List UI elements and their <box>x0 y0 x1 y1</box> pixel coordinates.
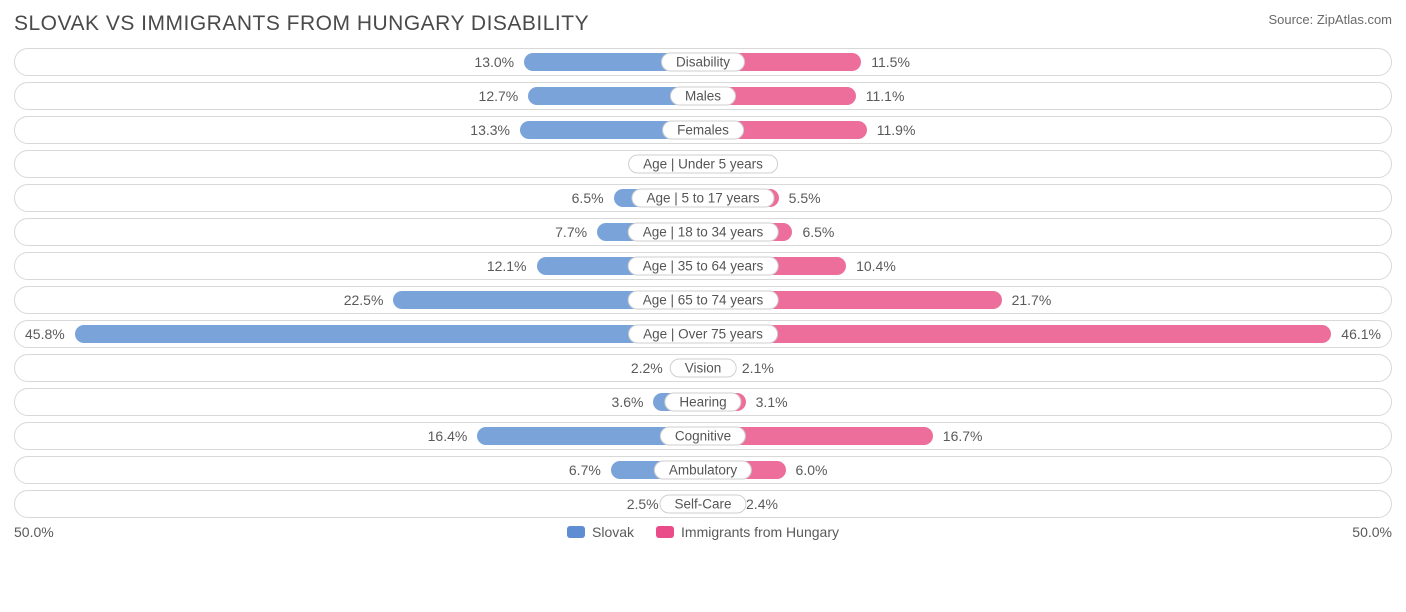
left-value-label: 6.5% <box>562 190 614 206</box>
left-value-label: 12.1% <box>477 258 537 274</box>
row-category-pill: Age | 18 to 34 years <box>628 223 779 242</box>
chart-row: 13.0% 11.5% Disability <box>14 48 1392 76</box>
row-category-pill: Age | 65 to 74 years <box>628 291 779 310</box>
left-value-label: 12.7% <box>469 88 529 104</box>
right-value-label: 6.5% <box>792 224 844 240</box>
row-category-pill: Disability <box>661 53 745 72</box>
axis-right-label: 50.0% <box>1352 524 1392 540</box>
left-value-label: 6.7% <box>559 462 611 478</box>
row-right-half: 21.7% <box>703 287 1391 313</box>
right-value-label: 3.1% <box>746 394 798 410</box>
row-category-pill: Age | 35 to 64 years <box>628 257 779 276</box>
row-left-half: 6.7% <box>15 457 703 483</box>
chart-title: SLOVAK VS IMMIGRANTS FROM HUNGARY DISABI… <box>14 12 589 36</box>
row-category-pill: Age | Over 75 years <box>628 325 778 344</box>
chart-row: 12.1% 10.4% Age | 35 to 64 years <box>14 252 1392 280</box>
row-category-pill: Males <box>670 87 736 106</box>
row-right-half: 16.7% <box>703 423 1391 449</box>
left-value-label: 13.0% <box>464 54 524 70</box>
row-left-half: 2.2% <box>15 355 703 381</box>
right-value-label: 6.0% <box>786 462 838 478</box>
chart-footer: 50.0% Slovak Immigrants from Hungary 50.… <box>14 524 1392 540</box>
row-right-half: 3.1% <box>703 389 1391 415</box>
row-category-pill: Cognitive <box>660 427 746 446</box>
legend-item-right: Immigrants from Hungary <box>656 524 839 540</box>
chart-row: 1.7%1.4%Age | Under 5 years <box>14 150 1392 178</box>
chart-row: 12.7% 11.1% Males <box>14 82 1392 110</box>
chart-row: 3.6% 3.1% Hearing <box>14 388 1392 416</box>
row-left-half: 16.4% <box>15 423 703 449</box>
row-left-half: 13.3% <box>15 117 703 143</box>
chart-row: 16.4% 16.7% Cognitive <box>14 422 1392 450</box>
right-value-label: 2.1% <box>732 360 784 376</box>
chart-row: 45.8% 46.1% Age | Over 75 years <box>14 320 1392 348</box>
legend-swatch-left <box>567 526 585 538</box>
row-right-half: 1.4% <box>703 151 1391 177</box>
row-right-half: 10.4% <box>703 253 1391 279</box>
chart-row: 6.7% 6.0% Ambulatory <box>14 456 1392 484</box>
axis-left-label: 50.0% <box>14 524 54 540</box>
row-right-half: 11.1% <box>703 83 1391 109</box>
row-right-half: 6.5% <box>703 219 1391 245</box>
row-left-half: 7.7% <box>15 219 703 245</box>
row-category-pill: Self-Care <box>659 495 746 514</box>
left-bar <box>75 325 703 343</box>
row-category-pill: Age | Under 5 years <box>628 155 778 174</box>
header: SLOVAK VS IMMIGRANTS FROM HUNGARY DISABI… <box>14 12 1392 36</box>
right-value-label: 16.7% <box>933 428 993 444</box>
left-value-label: 22.5% <box>334 292 394 308</box>
row-right-half: 11.5% <box>703 49 1391 75</box>
diverging-bar-chart: 13.0% 11.5% Disability 12.7% 11.1% Males 13.3%… <box>14 48 1392 518</box>
left-value-label: 2.2% <box>621 360 673 376</box>
chart-row: 13.3% 11.9% Females <box>14 116 1392 144</box>
row-left-half: 6.5% <box>15 185 703 211</box>
row-right-half: 6.0% <box>703 457 1391 483</box>
row-category-pill: Females <box>662 121 744 140</box>
legend: Slovak Immigrants from Hungary <box>54 524 1353 540</box>
right-value-label: 21.7% <box>1002 292 1062 308</box>
row-right-half: 11.9% <box>703 117 1391 143</box>
right-value-label: 11.1% <box>856 88 915 104</box>
row-category-pill: Age | 5 to 17 years <box>631 189 774 208</box>
row-left-half: 2.5% <box>15 491 703 517</box>
left-value-label: 16.4% <box>418 428 478 444</box>
row-category-pill: Ambulatory <box>654 461 752 480</box>
row-right-half: 2.1% <box>703 355 1391 381</box>
right-value-label: 46.1% <box>1331 326 1391 342</box>
left-value-label: 13.3% <box>460 122 520 138</box>
row-right-half: 2.4% <box>703 491 1391 517</box>
source-label: Source: ZipAtlas.com <box>1268 12 1392 27</box>
row-right-half: 5.5% <box>703 185 1391 211</box>
left-value-label: 45.8% <box>15 326 75 342</box>
right-value-label: 11.5% <box>861 54 920 70</box>
row-category-pill: Vision <box>670 359 737 378</box>
right-value-label: 11.9% <box>867 122 926 138</box>
left-value-label: 7.7% <box>545 224 597 240</box>
row-left-half: 45.8% <box>15 321 703 347</box>
row-right-half: 46.1% <box>703 321 1391 347</box>
row-left-half: 1.7% <box>15 151 703 177</box>
row-left-half: 12.1% <box>15 253 703 279</box>
left-value-label: 3.6% <box>602 394 654 410</box>
row-category-pill: Hearing <box>664 393 741 412</box>
right-value-label: 5.5% <box>779 190 831 206</box>
row-left-half: 22.5% <box>15 287 703 313</box>
chart-row: 22.5% 21.7% Age | 65 to 74 years <box>14 286 1392 314</box>
chart-row: 2.5%2.4%Self-Care <box>14 490 1392 518</box>
legend-item-left: Slovak <box>567 524 634 540</box>
right-value-label: 10.4% <box>846 258 906 274</box>
chart-row: 6.5% 5.5% Age | 5 to 17 years <box>14 184 1392 212</box>
chart-row: 7.7% 6.5% Age | 18 to 34 years <box>14 218 1392 246</box>
legend-swatch-right <box>656 526 674 538</box>
row-left-half: 12.7% <box>15 83 703 109</box>
row-left-half: 3.6% <box>15 389 703 415</box>
legend-label-left: Slovak <box>592 524 634 540</box>
right-bar <box>703 325 1331 343</box>
legend-label-right: Immigrants from Hungary <box>681 524 839 540</box>
chart-row: 2.2% 2.1%Vision <box>14 354 1392 382</box>
row-left-half: 13.0% <box>15 49 703 75</box>
